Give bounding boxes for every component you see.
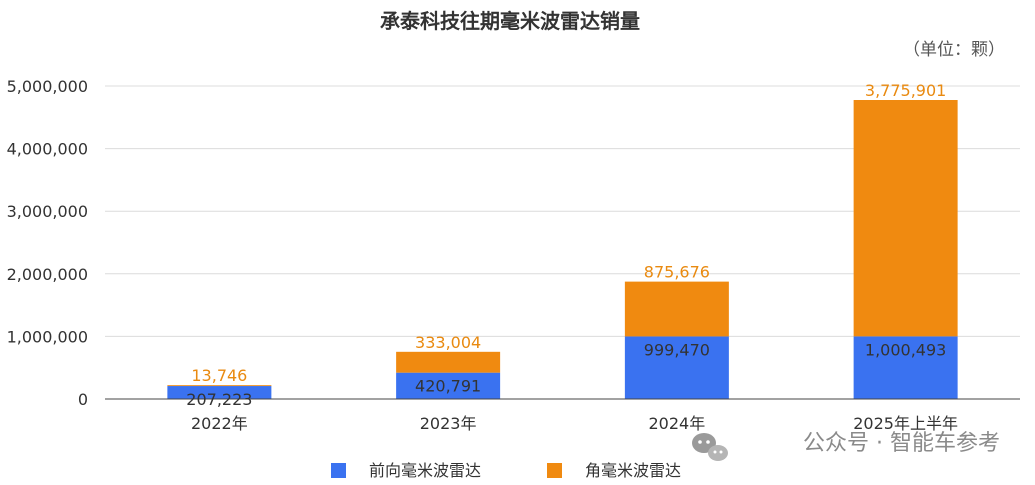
legend-label: 角毫米波雷达 <box>585 461 681 480</box>
bar-corner-radar <box>167 385 272 387</box>
y-tick-label: 0 <box>78 390 88 409</box>
legend-swatch <box>547 463 562 478</box>
data-labels: 207,223 13,746 420,791 333,004 999,470 875,67… <box>186 81 946 409</box>
bar-front-radar <box>167 386 272 399</box>
data-label-corner: 333,004 <box>415 333 481 352</box>
bar-corner-radar <box>853 99 958 337</box>
y-tick-label: 5,000,000 <box>7 77 88 96</box>
data-label-front: 999,470 <box>644 340 710 359</box>
x-tick-label: 2024年 <box>649 414 706 433</box>
bar-front-radar <box>624 336 729 399</box>
unit-label: （单位：颗） <box>903 40 1005 60</box>
legend: 前向毫米波雷达 角毫米波雷达 <box>331 461 681 480</box>
y-tick-label: 3,000,000 <box>7 202 88 221</box>
y-tick-label: 2,000,000 <box>7 265 88 284</box>
y-tick-label: 4,000,000 <box>7 140 88 159</box>
data-label-front: 1,000,493 <box>865 340 946 359</box>
data-label-front: 207,223 <box>186 390 252 409</box>
data-label-corner: 875,676 <box>644 263 710 282</box>
x-tick-label: 2023年 <box>420 414 477 433</box>
data-label-corner: 3,775,901 <box>865 81 946 100</box>
data-label-corner: 13,746 <box>191 366 247 385</box>
bar-front-radar <box>853 336 958 399</box>
legend-swatch <box>331 463 346 478</box>
bar-corner-radar <box>624 281 729 337</box>
chart-title: 承泰科技往期毫米波雷达销量 <box>380 9 640 33</box>
data-label-front: 420,791 <box>415 377 481 396</box>
y-axis-ticks: 0 1,000,000 2,000,000 3,000,000 4,000,000 5,0… <box>7 77 88 409</box>
bar-front-radar <box>396 372 501 399</box>
wechat-icon <box>692 433 728 461</box>
bars <box>167 99 958 399</box>
x-axis-ticks: 2022年 2023年 2024年 2025年上半年 <box>191 414 958 433</box>
x-tick-label: 2025年上半年 <box>853 414 958 433</box>
y-tick-label: 1,000,000 <box>7 327 88 346</box>
x-tick-label: 2022年 <box>191 414 248 433</box>
bar-corner-radar <box>396 351 501 373</box>
legend-label: 前向毫米波雷达 <box>369 461 481 480</box>
watermark-text: 公众号 · 智能车参考 <box>803 431 1000 456</box>
